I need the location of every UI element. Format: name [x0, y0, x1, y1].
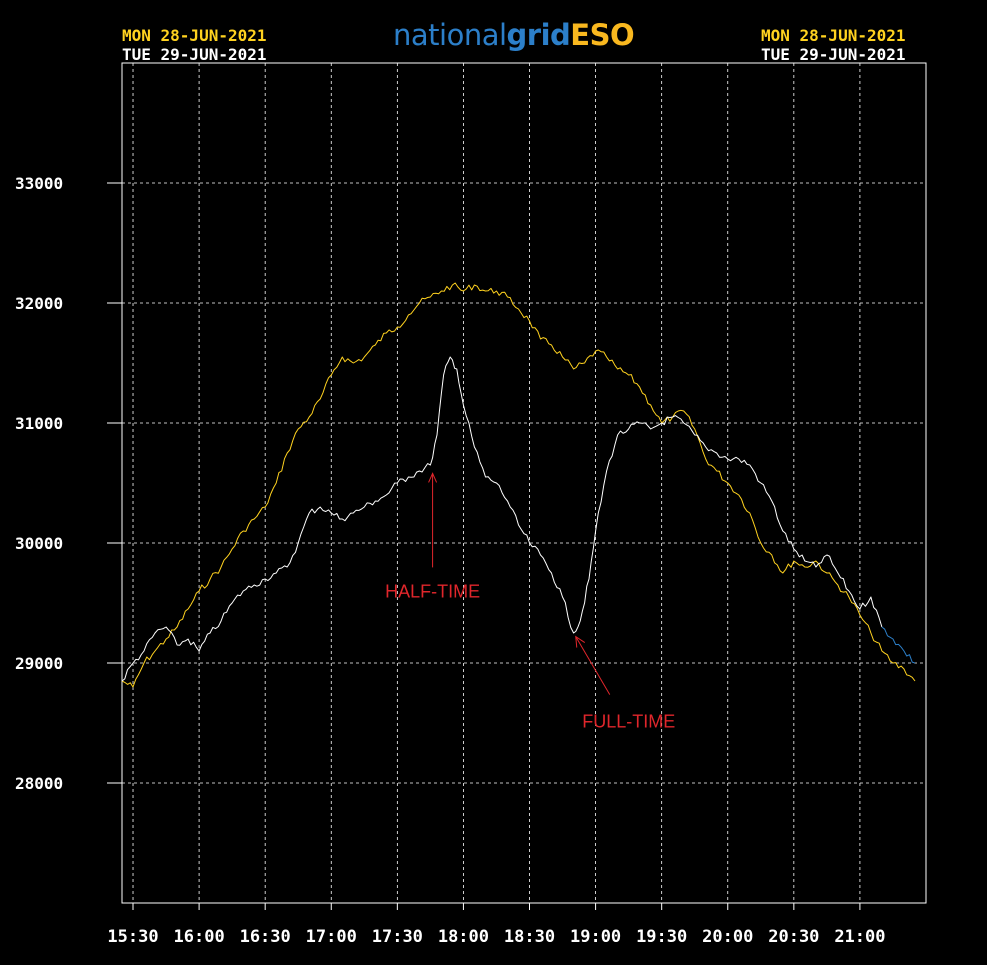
series-line-tue [121, 356, 883, 682]
series-line-forecast [881, 626, 916, 664]
x-tick-label: 16:30 [240, 927, 291, 947]
y-tick-label: 29000 [15, 654, 63, 673]
x-tick-label: 21:00 [834, 927, 885, 947]
x-tick-label: 16:00 [174, 927, 225, 947]
y-tick-label: 31000 [15, 414, 63, 433]
x-tick-label: 18:30 [504, 927, 555, 947]
header-left-date-tue: TUE 29-JUN-2021 [122, 45, 267, 64]
x-tick-label: 17:30 [372, 927, 423, 947]
half-time-label: HALF-TIME [385, 581, 480, 601]
y-tick-label: 32000 [15, 294, 63, 313]
y-tick-label: 33000 [15, 174, 63, 193]
header-right-date-mon: MON 28-JUN-2021 [761, 26, 906, 45]
full-time-arrowhead [575, 635, 586, 648]
full-time-label: FULL-TIME [582, 712, 675, 732]
x-tick-label: 19:00 [570, 927, 621, 947]
y-tick-label: 28000 [15, 774, 63, 793]
x-tick-label: 18:00 [438, 927, 489, 947]
full-time-arrow [575, 636, 611, 695]
national-grid-eso-logo: nationalgridESO [393, 18, 635, 52]
grid-lines [122, 63, 926, 903]
x-tick-label: 15:30 [107, 927, 158, 947]
half-time-arrowhead [428, 472, 438, 483]
series-lines [121, 282, 916, 688]
x-tick-label: 20:30 [768, 927, 819, 947]
header-right-date-tue: TUE 29-JUN-2021 [761, 45, 906, 64]
x-tick-label: 17:00 [306, 927, 357, 947]
axes: 15:30 16:00 16:30 17:00 17:30 18:00 18:30 19:00… [15, 62, 927, 947]
annotations: HALF-TIME FULL-TIME [385, 472, 675, 732]
header-left-date-mon: MON 28-JUN-2021 [122, 26, 267, 45]
plot-frame [121, 62, 927, 904]
x-tick-label: 19:30 [636, 927, 687, 947]
y-tick-label: 30000 [15, 534, 63, 553]
x-tick-label: 20:00 [702, 927, 753, 947]
series-line-mon [121, 282, 916, 688]
